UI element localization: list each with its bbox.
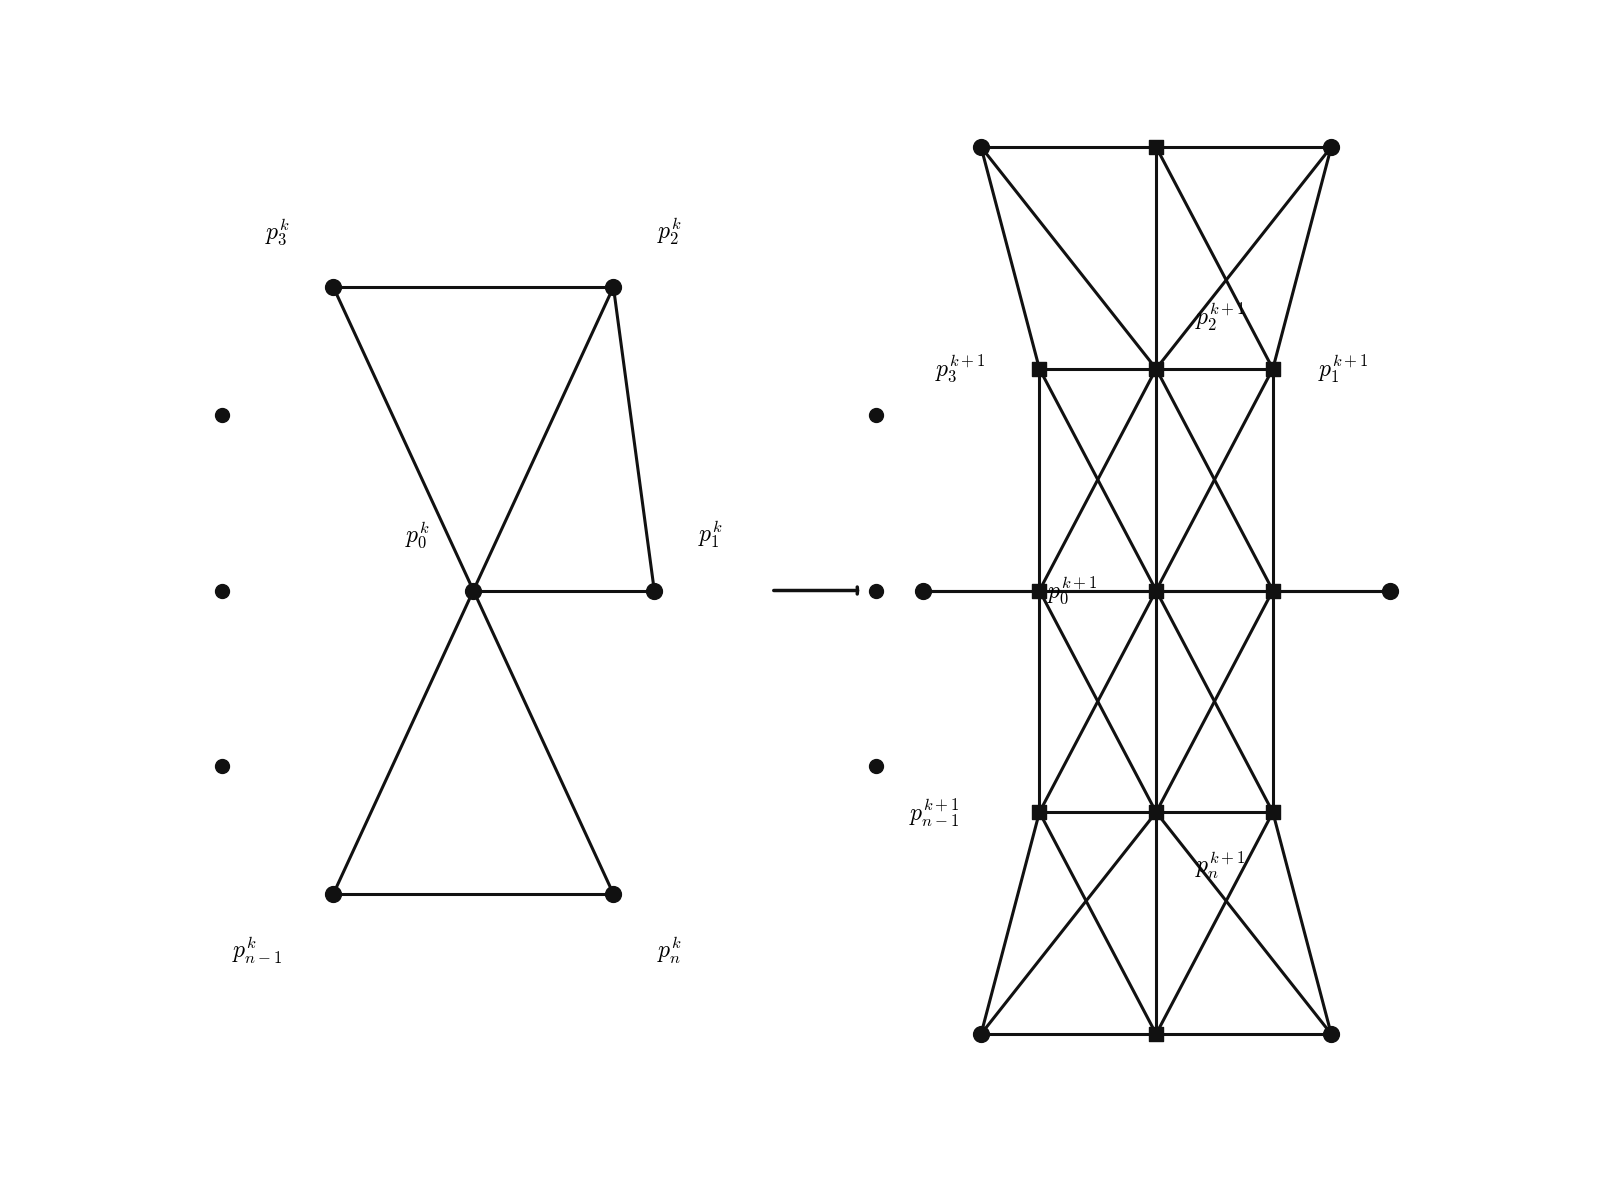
Point	[1319, 1025, 1344, 1044]
Point	[601, 278, 627, 296]
Point	[601, 885, 627, 903]
Point	[1143, 803, 1169, 822]
Text: $p_0^{k+1}$: $p_0^{k+1}$	[1046, 574, 1098, 607]
Point	[461, 581, 487, 600]
Text: $p_1^{k+1}$: $p_1^{k+1}$	[1317, 352, 1369, 385]
Point	[321, 278, 347, 296]
Text: $p_2^{k+1}$: $p_2^{k+1}$	[1194, 300, 1246, 333]
Text: $p_n^{k+1}$: $p_n^{k+1}$	[1194, 849, 1246, 881]
Point	[969, 137, 995, 156]
Text: $p_{n-1}^{k+1}$: $p_{n-1}^{k+1}$	[909, 796, 959, 829]
Point	[1261, 581, 1286, 600]
Point	[1027, 359, 1053, 378]
Point	[862, 756, 888, 775]
Text: $p_3^{k+1}$: $p_3^{k+1}$	[935, 353, 985, 385]
Point	[1319, 137, 1344, 156]
Point	[1143, 359, 1169, 378]
Point	[321, 885, 347, 903]
Text: $p_1^k$: $p_1^k$	[698, 518, 722, 550]
Point	[1143, 137, 1169, 156]
Point	[210, 406, 235, 425]
Point	[1027, 803, 1053, 822]
Point	[1143, 1025, 1169, 1044]
Point	[862, 406, 888, 425]
Text: $p_3^k$: $p_3^k$	[264, 216, 290, 247]
Point	[1143, 581, 1169, 600]
Text: $p_{n-1}^k$: $p_{n-1}^k$	[232, 934, 282, 966]
Point	[642, 581, 667, 600]
Point	[862, 581, 888, 600]
Point	[1261, 803, 1286, 822]
Text: $p_0^k$: $p_0^k$	[405, 518, 430, 550]
Point	[210, 756, 235, 775]
Point	[1377, 581, 1402, 600]
Text: $p_2^k$: $p_2^k$	[658, 215, 682, 247]
Point	[210, 581, 235, 600]
Point	[1261, 359, 1286, 378]
Point	[969, 1025, 995, 1044]
Point	[1027, 581, 1053, 600]
Point	[909, 581, 935, 600]
Text: $p_n^k$: $p_n^k$	[658, 934, 682, 966]
